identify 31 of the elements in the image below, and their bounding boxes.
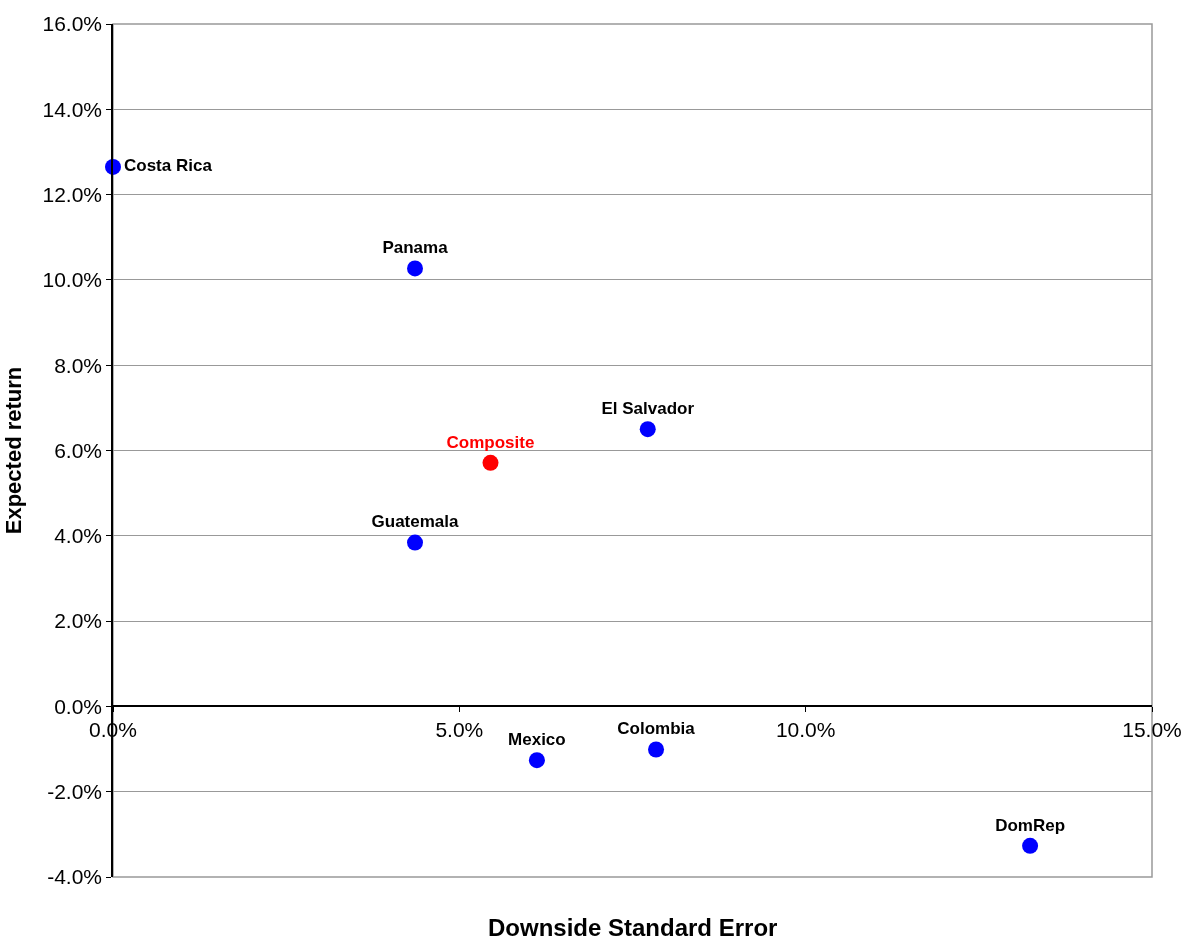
y-tick-label: 14.0% [42, 97, 103, 121]
y-tick-label: 2.0% [54, 609, 103, 633]
series-label: Guatemala [371, 512, 459, 532]
x-tick-label: 15.0% [1122, 718, 1182, 742]
x-tick-label: 10.0% [775, 718, 836, 742]
y-tick-label: 6.0% [54, 438, 103, 462]
series-label: Colombia [617, 719, 696, 739]
series-label: El Salvador [601, 398, 695, 418]
y-axis-title: Expected return [0, 366, 26, 535]
series-label: Panama [382, 238, 449, 258]
y-tick-label: -4.0% [47, 865, 103, 889]
point [648, 741, 665, 758]
point [1022, 837, 1039, 854]
y-tick-label: 16.0% [42, 12, 103, 36]
x-axis-title: Downside Standard Error [488, 914, 778, 941]
y-tick-label: 12.0% [42, 182, 103, 206]
point [407, 534, 423, 551]
series-label: Costa Rica [124, 156, 213, 176]
point [639, 421, 656, 438]
y-tick-label: -2.0% [47, 780, 103, 804]
x-tick-label: 5.0% [435, 718, 484, 742]
series-label: Composite [446, 432, 535, 452]
series-label: DomRep [995, 815, 1066, 835]
y-tick-label: 10.0% [42, 268, 103, 292]
point [407, 260, 423, 277]
y-tick-label: 0.0% [54, 694, 103, 718]
series-label: Mexico [508, 729, 566, 749]
y-tick-label: 4.0% [54, 524, 103, 548]
point [482, 454, 499, 471]
y-tick-label: 8.0% [54, 353, 103, 377]
point [528, 752, 545, 769]
